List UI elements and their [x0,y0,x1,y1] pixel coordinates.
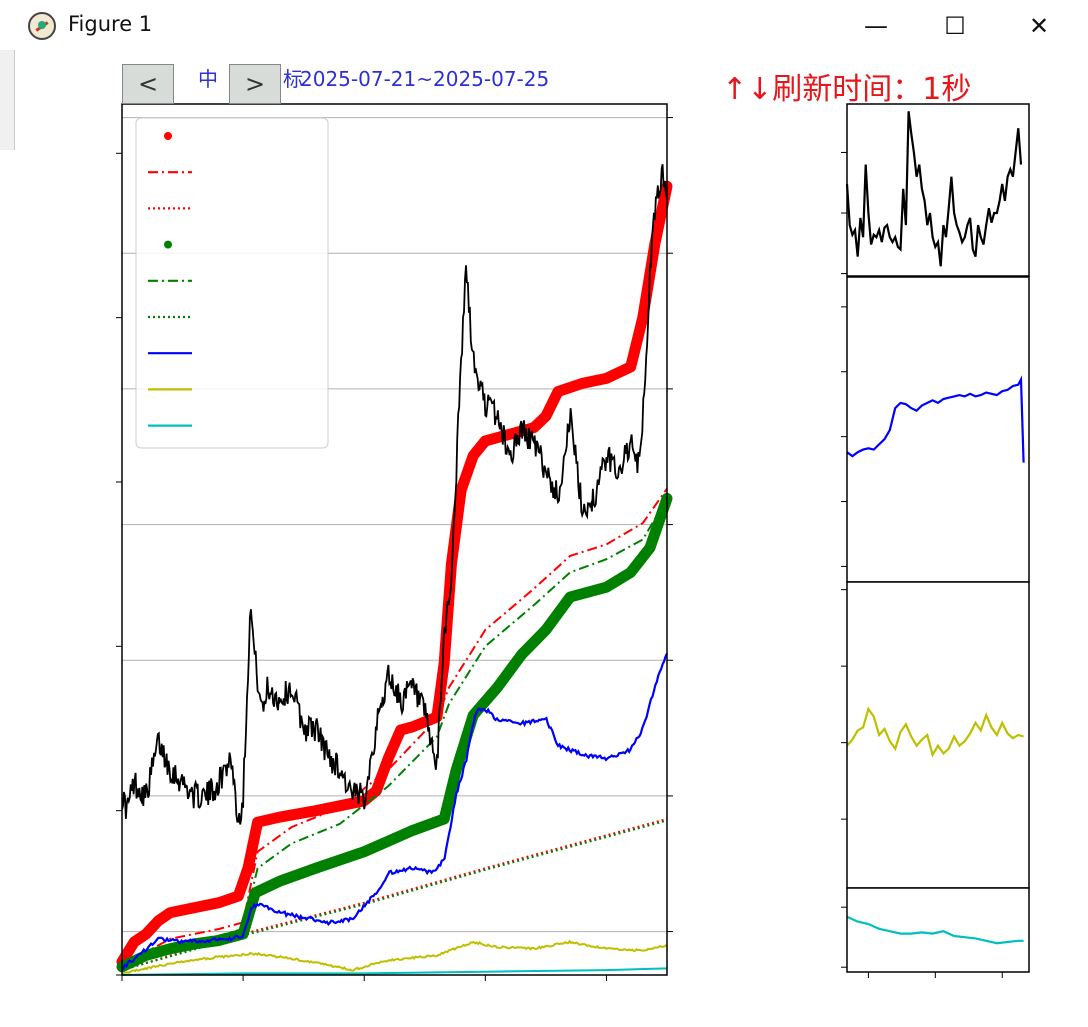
chart-title-mid: 标 [283,67,303,91]
inset-small-net-chart [841,887,1030,978]
title-bar: Figure 1 — ☐ ✕ [0,0,1088,50]
chart-title-prefix: 中 [198,67,218,91]
close-button[interactable]: ✕ [1028,12,1050,40]
legend [135,117,329,449]
series-中单主买-line [121,488,668,966]
matplotlib-icon [28,12,56,40]
refresh-interval-label: ↑↓刷新时间：1秒 [722,72,972,107]
series-小单净值-line [121,967,668,976]
series-中单主卖-line [121,497,668,968]
legend-box [135,117,329,449]
inset-frame [846,887,1030,973]
inset-plot-area [847,582,1029,888]
inset-line [846,375,1025,463]
main-chart [116,103,673,981]
inset-line [846,706,1024,758]
inset-price-chart [841,103,1030,277]
inset-large-net-chart [841,276,1030,583]
chart-title-range: 2025-07-21~2025-07-25 [300,67,549,91]
series-股价-line [121,164,668,825]
inset-line [846,915,1024,945]
prev-period-button[interactable]: < [122,64,174,104]
series-中单净值-line [121,939,668,976]
plot-frame [121,103,668,976]
inset-plot-area [847,277,1029,582]
inset-medium-net-chart [841,581,1030,889]
next-period-button[interactable]: > [229,64,281,104]
maximize-button[interactable]: ☐ [944,12,966,40]
inset-frame [846,103,1030,277]
window-title: Figure 1 [68,12,153,36]
legend-marker [164,240,172,249]
inset-plot-area [847,888,1029,972]
inset-line [845,111,1023,267]
minimize-button[interactable]: — [864,12,888,40]
series-大单净值-line [121,652,669,972]
legend-marker [164,132,172,140]
series-大单主买-dots [116,180,673,968]
